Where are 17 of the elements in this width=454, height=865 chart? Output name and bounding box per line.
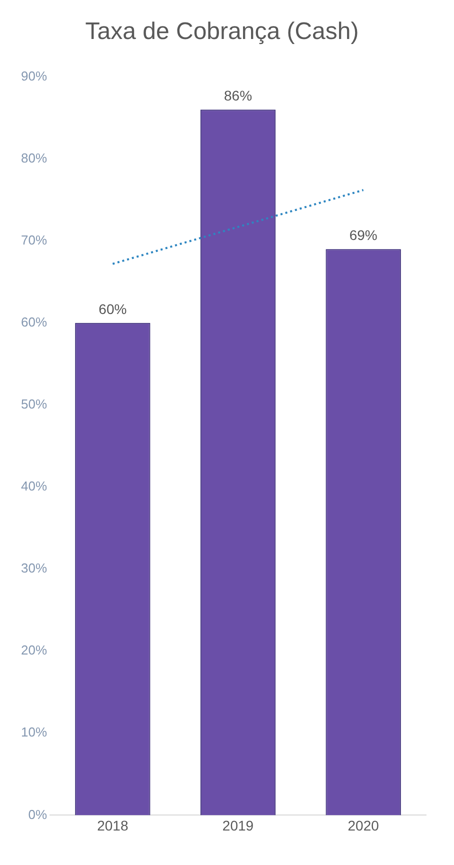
y-tick-label: 50% [20, 396, 48, 412]
y-tick-label: 80% [20, 150, 48, 166]
x-tick-label: 2019 [222, 817, 254, 834]
data-label: 69% [349, 226, 378, 243]
y-tick-label: 90% [20, 68, 48, 84]
data-label: 60% [98, 300, 127, 317]
y-tick-label: 30% [20, 560, 48, 576]
x-tick-label: 2018 [97, 817, 128, 834]
y-tick-label: 0% [28, 806, 48, 822]
y-tick-label: 20% [20, 642, 48, 658]
y-tick-label: 70% [20, 232, 48, 248]
chart-title: Taxa de Cobrança (Cash) [85, 18, 359, 46]
y-tick-label: 40% [20, 478, 48, 494]
y-tick-label: 60% [20, 314, 48, 330]
y-tick-label: 10% [20, 724, 48, 740]
data-label: 86% [224, 87, 252, 104]
x-tick-label: 2020 [348, 817, 380, 834]
